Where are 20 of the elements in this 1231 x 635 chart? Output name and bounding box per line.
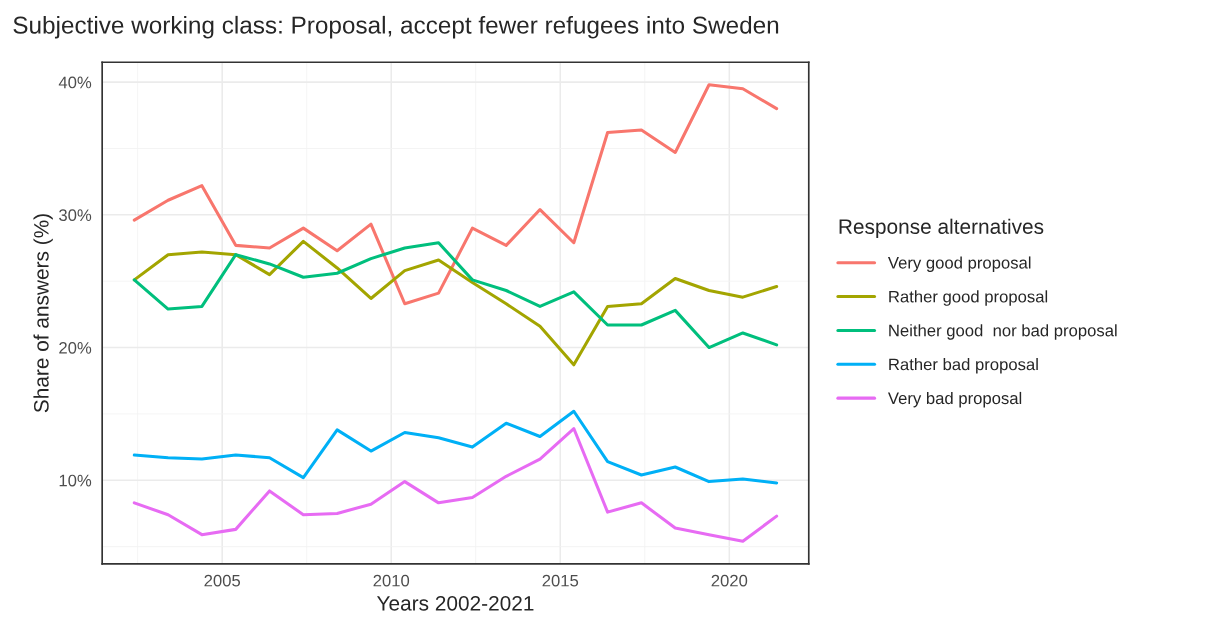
x-tick-label: 2020: [711, 574, 748, 587]
legend-label: Rather bad proposal: [889, 358, 1038, 374]
line-series: [132, 409, 779, 485]
line-series: [132, 426, 779, 543]
line-series: [132, 83, 779, 306]
legend-title: Response alternatives: [839, 218, 1044, 239]
legend-label: Rather good proposal: [889, 290, 1048, 306]
x-tick-label: 2015: [542, 574, 579, 587]
y-tick-label: 10%: [59, 474, 92, 487]
chart-title: Subjective working class: Proposal, accept fewer refugees into Sweden: [13, 15, 779, 39]
legend-label: Neither good nor bad proposal: [889, 324, 1117, 340]
x-axis-title: Years 2002-2021: [376, 595, 534, 611]
x-tick-label: 2010: [373, 574, 410, 587]
y-axis-title: Share of answers (%): [33, 214, 53, 413]
x-tick-label: 2005: [204, 574, 241, 587]
y-tick-label: 30%: [59, 209, 92, 222]
legend-label: Very good proposal: [887, 256, 1031, 272]
y-tick-label: 20%: [59, 341, 92, 354]
legend-label: Very bad proposal: [887, 391, 1022, 408]
y-tick-label: 40%: [58, 76, 92, 89]
